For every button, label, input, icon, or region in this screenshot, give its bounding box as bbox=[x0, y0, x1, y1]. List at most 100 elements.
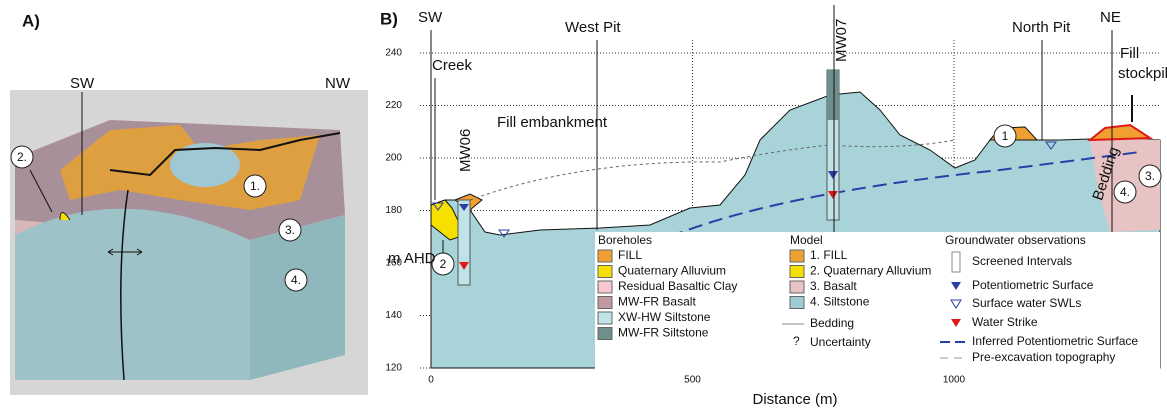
legend-swatch bbox=[597, 311, 613, 325]
x-tick-label: 0 bbox=[428, 375, 434, 386]
label-fill-stockpile: Fill bbox=[1120, 45, 1139, 62]
legend-label: MW-FR Siltstone bbox=[618, 326, 709, 340]
unit-label: 2. bbox=[17, 150, 27, 164]
legend-swatch bbox=[597, 249, 613, 263]
unit-label: 4. bbox=[1120, 185, 1130, 199]
fault bbox=[120, 189, 129, 381]
y-tick-label: 220 bbox=[385, 100, 402, 111]
unit-marker bbox=[993, 124, 1017, 148]
legend-title: Groundwater observations bbox=[945, 233, 1086, 247]
legend-symbol bbox=[950, 299, 962, 309]
siltstone-side bbox=[250, 215, 345, 380]
label-ne: NE bbox=[1100, 9, 1121, 26]
label-west-pit: West Pit bbox=[565, 19, 621, 36]
leader bbox=[29, 169, 53, 213]
potentiometric bbox=[459, 204, 469, 211]
legend-symbol bbox=[951, 251, 961, 273]
label-nw: NW bbox=[325, 75, 351, 92]
legend-swatch bbox=[789, 296, 805, 309]
legend-swatch bbox=[789, 280, 805, 294]
legend-label: 2. Quaternary Alluvium bbox=[810, 264, 931, 278]
legend-label: 1. FILL bbox=[810, 248, 848, 262]
y-tick-label: 160 bbox=[385, 258, 402, 269]
unit-marker bbox=[284, 268, 308, 292]
unit-label: 4. bbox=[291, 273, 301, 287]
borehole-mw07-mwfr bbox=[827, 70, 839, 120]
y-tick-label: 200 bbox=[385, 153, 402, 164]
alluvium bbox=[59, 212, 71, 221]
legend-swatch bbox=[789, 265, 805, 278]
legend-label: Screened Intervals bbox=[972, 254, 1072, 268]
legend-swatch bbox=[789, 249, 805, 263]
fill-stockpile bbox=[1087, 123, 1154, 142]
legend-label: Surface water SWLs bbox=[972, 296, 1081, 310]
legend-title: Boreholes bbox=[598, 233, 652, 247]
unit-label: 3. bbox=[285, 223, 295, 237]
label-sw: SW bbox=[418, 9, 443, 26]
label-mw07: MW07 bbox=[833, 19, 850, 62]
legend-symbol bbox=[951, 282, 961, 290]
legend-swatch bbox=[597, 265, 613, 278]
legend-box bbox=[595, 232, 1160, 395]
legend-symbol: ? bbox=[793, 334, 800, 348]
y-tick-label: 120 bbox=[385, 363, 402, 374]
legend-swatch bbox=[597, 327, 613, 340]
label-fill-stockpile: stockpile bbox=[1118, 65, 1167, 82]
pre-excavation bbox=[469, 139, 956, 201]
unit-label: 2 bbox=[440, 257, 447, 271]
label-sw: SW bbox=[70, 75, 95, 92]
x-axis-label: Distance (m) bbox=[752, 391, 837, 408]
panel-label: B) bbox=[380, 9, 398, 28]
label-mw06: MW06 bbox=[457, 129, 474, 172]
label-creek: Creek bbox=[432, 57, 473, 74]
legend-label: XW-HW Siltstone bbox=[618, 310, 711, 324]
panel-label: A) bbox=[22, 11, 40, 30]
legend-label: Residual Basaltic Clay bbox=[618, 279, 737, 293]
legend-swatch bbox=[597, 296, 613, 309]
siltstone-front bbox=[15, 208, 250, 380]
legend-label: 3. Basalt bbox=[810, 279, 857, 293]
label-fill-embankment: Fill embankment bbox=[497, 114, 608, 131]
unit-marker bbox=[431, 252, 455, 276]
unit-marker bbox=[1113, 180, 1137, 204]
unit-label: 3. bbox=[1145, 169, 1155, 183]
potentiometric bbox=[828, 171, 838, 179]
legend-label: Uncertainty bbox=[810, 335, 871, 349]
x-tick-label: 500 bbox=[684, 375, 701, 386]
swl bbox=[432, 202, 444, 211]
water-strike bbox=[828, 191, 838, 199]
legend-label: Pre-excavation topography bbox=[972, 350, 1115, 364]
unit-marker bbox=[10, 145, 34, 169]
x-tick-label: 1000 bbox=[943, 375, 966, 386]
unit-marker bbox=[278, 218, 302, 242]
label-north-pit: North Pit bbox=[1012, 19, 1071, 36]
legend-label: FILL bbox=[618, 248, 642, 262]
legend-label: Inferred Potentiometric Surface bbox=[972, 334, 1138, 348]
water-strike bbox=[459, 262, 469, 270]
legend-label: MW-FR Basalt bbox=[618, 295, 696, 309]
section-line bbox=[109, 132, 341, 177]
legend-label: Bedding bbox=[810, 316, 854, 330]
unit-label: 1 bbox=[1002, 129, 1009, 143]
unit-marker bbox=[243, 174, 267, 198]
arrow bbox=[107, 248, 143, 256]
y-tick-label: 140 bbox=[385, 310, 402, 321]
legend-label: Quaternary Alluvium bbox=[618, 264, 726, 278]
borehole-mw06 bbox=[457, 199, 471, 286]
y-tick-label: 240 bbox=[385, 48, 402, 59]
legend-label: Potentiometric Surface bbox=[972, 278, 1094, 292]
inferred-potentiometric bbox=[649, 151, 1141, 246]
unit-marker bbox=[1138, 164, 1162, 188]
legend-label: 4. Siltstone bbox=[810, 295, 870, 309]
y-axis-label: m AHD bbox=[388, 250, 436, 267]
legend-title: Model bbox=[790, 233, 823, 247]
y-tick-label: 180 bbox=[385, 205, 402, 216]
legend-symbol bbox=[951, 319, 961, 327]
swl bbox=[1045, 141, 1057, 150]
unit-label: 1. bbox=[250, 179, 260, 193]
legend-swatch bbox=[597, 280, 613, 294]
pit-surface bbox=[170, 143, 240, 187]
legend-label: Water Strike bbox=[972, 315, 1038, 329]
